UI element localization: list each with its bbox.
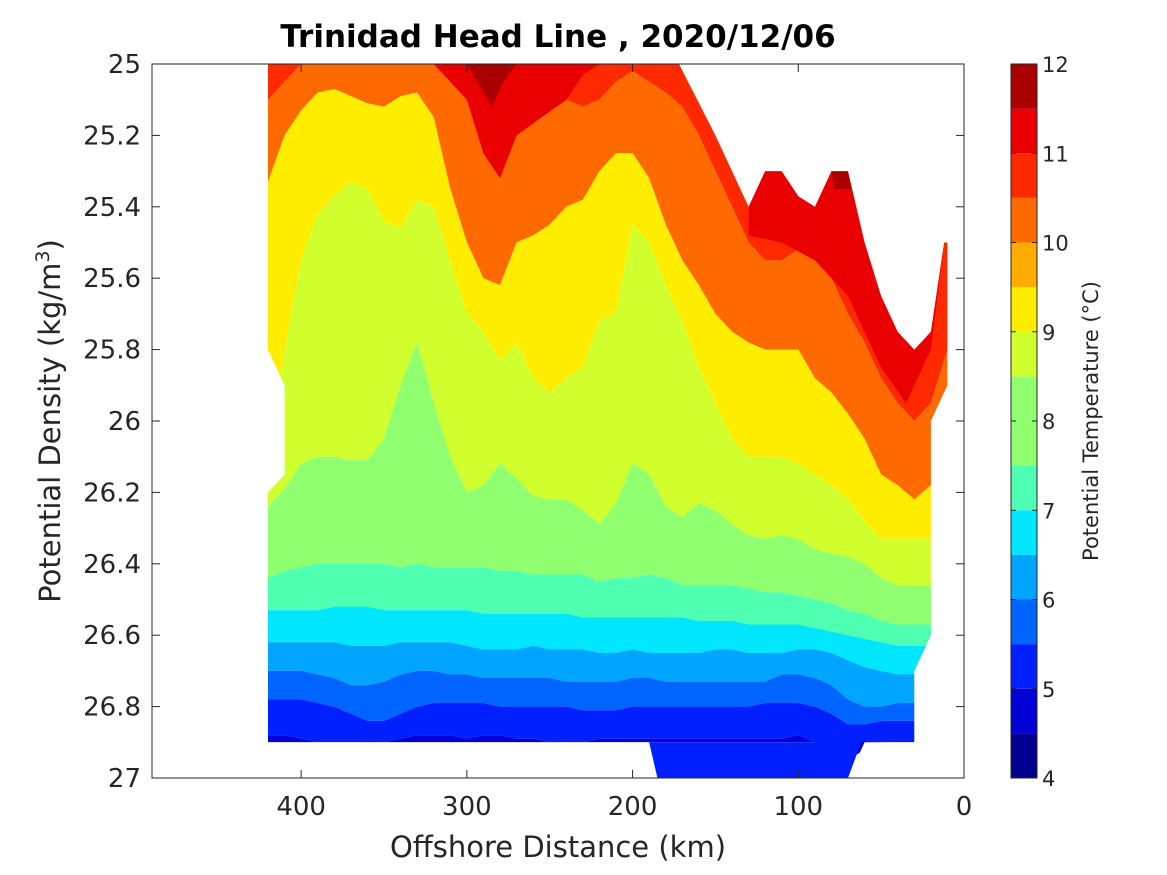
colorbar-swatch [1011, 421, 1037, 466]
contour-band [268, 181, 948, 586]
y-tick-label: 26.4 [83, 550, 141, 580]
y-tick-label: 26 [108, 407, 141, 437]
colorbar-swatch [1011, 153, 1037, 198]
colorbar-swatch [1011, 465, 1037, 511]
no-data-region [268, 349, 285, 493]
colorbar-tick-label: 12 [1042, 53, 1069, 77]
contour-band [748, 171, 945, 404]
contour-band [268, 606, 948, 675]
y-tick-label: 25.2 [83, 121, 141, 151]
x-tick-label: 100 [773, 792, 823, 822]
y-axis-label-superscript: 3 [32, 250, 54, 262]
y-tick-label: 25 [108, 50, 141, 80]
no-data-region [679, 64, 964, 350]
colorbar-tick-label: 11 [1042, 142, 1069, 166]
y-axis-label: Potential Density (kg/m3) [32, 239, 67, 603]
x-axis: 400 300 200 100 0 [276, 64, 972, 822]
colorbar-swatch [1011, 510, 1037, 555]
contour-band [466, 64, 517, 107]
x-axis-label: Offshore Distance (km) [390, 830, 726, 864]
y-tick-label: 26.2 [83, 478, 141, 508]
colorbar-tick-label: 4 [1042, 767, 1055, 791]
y-tick-label: 26.6 [83, 621, 141, 651]
y-tick-label: 25.4 [83, 193, 141, 223]
colorbar-tick-label: 9 [1042, 321, 1055, 345]
colorbar-swatch [1011, 287, 1037, 332]
colorbar-swatch [1011, 242, 1037, 288]
colorbar-swatch [1011, 197, 1037, 243]
colorbar-swatch [1011, 331, 1037, 377]
colorbar-swatch [1011, 599, 1037, 645]
x-tick-label: 400 [276, 792, 326, 822]
contour-band [268, 563, 948, 646]
colorbar-tick-label: 6 [1042, 589, 1055, 613]
no-data-region [152, 64, 268, 743]
contour-band [268, 89, 948, 539]
y-axis: 25 25.2 25.4 25.6 25.8 26 26.2 26.4 26.6 26.8 27 [83, 50, 964, 794]
x-tick-label: 300 [442, 792, 492, 822]
colorbar-ticks: 4 5 6 7 8 9 10 11 12 [1011, 53, 1069, 791]
x-tick-label: 200 [608, 792, 658, 822]
contour-band [268, 64, 948, 500]
contour-band [268, 670, 948, 725]
contour-band [433, 64, 600, 179]
colorbar-label: Potential Temperature (°C) [1079, 281, 1103, 561]
no-data-region [848, 385, 964, 778]
y-tick-label: 27 [108, 764, 141, 794]
y-axis-label-main: Potential Density (kg/m [33, 263, 67, 603]
contour-band [831, 171, 852, 189]
colorbar-swatch [1011, 376, 1037, 421]
contour-band [268, 642, 948, 707]
y-axis-label-close: ) [33, 239, 67, 250]
colorbar-swatch [1011, 64, 1037, 109]
chart-title: Trinidad Head Line , 2020/12/06 [280, 19, 835, 55]
contour-band [268, 699, 948, 761]
y-tick-label: 25.8 [83, 336, 141, 366]
colorbar-tick-label: 7 [1042, 499, 1055, 523]
colorbar-swatch [1011, 554, 1037, 600]
no-data-region [152, 742, 650, 778]
colorbar-swatch [1011, 688, 1037, 734]
contour-band [268, 342, 948, 625]
y-tick-label: 25.6 [83, 264, 141, 294]
colorbar-swatch [1011, 644, 1037, 689]
colorbar-swatch [1011, 108, 1037, 154]
colorbar-tick-label: 5 [1042, 678, 1055, 702]
colorbar-swatch [1011, 733, 1037, 778]
y-tick-label: 26.8 [83, 693, 141, 723]
contour-band [649, 742, 862, 778]
contour-fill [152, 64, 964, 778]
x-tick-label: 0 [956, 792, 973, 822]
colorbar-tick-label: 10 [1042, 232, 1069, 256]
colorbar-tick-label: 8 [1042, 410, 1055, 434]
contour-band [268, 735, 948, 761]
